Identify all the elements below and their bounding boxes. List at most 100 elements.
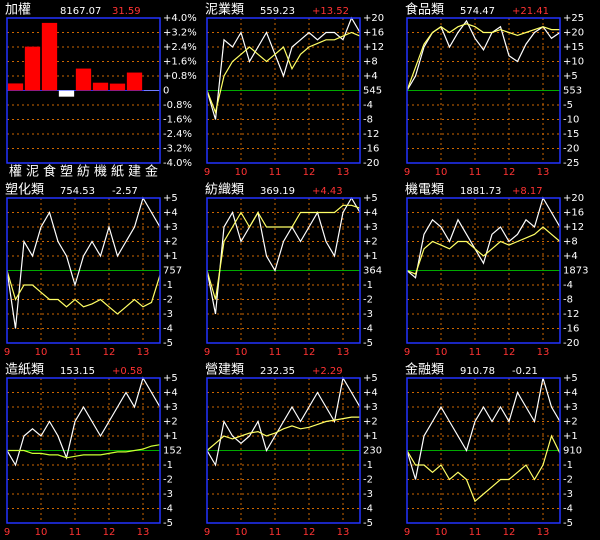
- panel-title: 塑化類: [5, 183, 44, 198]
- y-tick-label: +8: [563, 237, 578, 248]
- x-tick-label: 13: [537, 527, 550, 538]
- y-tick-label: -20: [563, 338, 579, 349]
- x-tick-label: 10: [35, 527, 48, 538]
- y-tick-label: -2: [563, 475, 573, 486]
- y-tick-label: +20: [563, 193, 584, 204]
- x-tick-label: 9: [404, 347, 410, 358]
- panel-title: 營建類: [205, 363, 244, 378]
- x-tick-label: 12: [303, 167, 316, 178]
- plot-frame: [406, 17, 561, 164]
- y-tick-label: -1: [363, 280, 373, 291]
- panel: 加權 8167.07 31.59 +4.0% +3.2% +2.4% +1.6% +0.8% 0…: [5, 3, 197, 180]
- y-tick-label: -2: [163, 475, 173, 486]
- category-label: 紙: [111, 165, 124, 180]
- change: -2.57: [112, 186, 138, 197]
- y-tick-label: +2: [363, 417, 378, 428]
- panel-title: 加權: [5, 3, 31, 18]
- y-tick-label: -5: [563, 100, 573, 111]
- y-tick-label: 364: [363, 266, 382, 277]
- category-label: 機: [94, 165, 107, 180]
- y-tick-label: +5: [363, 193, 378, 204]
- change: 31.59: [112, 6, 141, 17]
- y-tick-label: +2.4%: [163, 42, 197, 53]
- y-tick-label: -1: [563, 460, 573, 471]
- x-tick-label: 13: [137, 527, 150, 538]
- x-tick-label: 12: [103, 527, 116, 538]
- x-tick-label: 12: [303, 347, 316, 358]
- y-tick-label: -3: [363, 309, 373, 320]
- price: 8167.07: [60, 6, 101, 17]
- panel-title: 造紙類: [5, 363, 44, 378]
- panel-title: 金融類: [405, 362, 444, 378]
- y-tick-label: -15: [563, 129, 579, 140]
- x-tick-label: 9: [4, 347, 10, 358]
- x-tick-label: 11: [69, 527, 82, 538]
- y-tick-label: +0.8%: [163, 71, 197, 82]
- y-tick-label: -4: [363, 504, 373, 515]
- y-tick-label: +3: [363, 222, 378, 233]
- x-tick-label: 13: [337, 527, 350, 538]
- y-tick-label: +1.6%: [163, 57, 197, 68]
- change: +21.41: [512, 6, 549, 17]
- y-tick-label: +5: [363, 373, 378, 384]
- bar: [126, 72, 143, 91]
- y-tick-label: -20: [363, 158, 379, 169]
- y-tick-label: +2: [563, 417, 578, 428]
- y-tick-label: 152: [163, 446, 182, 457]
- y-tick-label: -5: [563, 518, 573, 529]
- y-tick-label: -4: [163, 324, 173, 335]
- y-tick-label: 757: [163, 266, 182, 277]
- x-tick-label: 9: [204, 167, 210, 178]
- panel: 機電類 1881.73 +8.17 +20 +16 +12 +8 +4 1873 -4 -8 -12 -…: [404, 183, 589, 359]
- y-tick-label: +20: [563, 28, 584, 39]
- price: 153.15: [60, 366, 95, 377]
- y-tick-label: -1: [163, 460, 173, 471]
- y-tick-label: 553: [563, 86, 582, 97]
- y-tick-label: 910: [563, 446, 582, 457]
- y-tick-label: +1: [163, 431, 178, 442]
- change: -0.21: [512, 366, 538, 377]
- y-tick-label: +4: [563, 251, 578, 262]
- category-label: 塑: [60, 165, 73, 180]
- x-tick-label: 12: [503, 167, 516, 178]
- y-tick-label: -12: [363, 129, 379, 140]
- x-tick-label: 12: [303, 527, 316, 538]
- panel: 營建類 232.35 +2.29 +5 +4 +3 +2 +1 230 -1 -2 -3 -4 -5 9 10…: [204, 363, 382, 539]
- x-tick-label: 9: [404, 527, 410, 538]
- y-tick-label: +1: [363, 251, 378, 262]
- y-tick-label: -5: [363, 518, 373, 529]
- x-tick-label: 10: [235, 167, 248, 178]
- price: 574.47: [460, 6, 495, 17]
- x-tick-label: 10: [435, 167, 448, 178]
- y-tick-label: -2: [163, 295, 173, 306]
- y-tick-label: -10: [563, 115, 579, 126]
- y-tick-label: -4: [563, 504, 573, 515]
- y-tick-label: -3: [363, 489, 373, 500]
- y-tick-label: +25: [563, 13, 584, 24]
- y-tick-label: +12: [563, 222, 584, 233]
- price: 559.23: [260, 6, 295, 17]
- price-line: [6, 270, 161, 315]
- price: 910.78: [460, 366, 495, 377]
- plot-frame: [406, 377, 561, 524]
- x-tick-label: 10: [235, 527, 248, 538]
- price-line: [206, 31, 361, 115]
- change: +4.43: [312, 186, 343, 197]
- y-tick-label: -2.4%: [163, 129, 192, 140]
- bar: [24, 46, 41, 91]
- change: +13.52: [312, 6, 349, 17]
- y-tick-label: +4: [363, 208, 378, 219]
- y-tick-label: -3.2%: [163, 144, 192, 155]
- y-tick-label: +16: [563, 208, 584, 219]
- y-tick-label: +15: [563, 42, 584, 53]
- y-tick-label: 545: [363, 86, 382, 97]
- y-tick-label: +3: [563, 402, 578, 413]
- y-tick-label: +3: [363, 402, 378, 413]
- y-tick-label: +8: [363, 57, 378, 68]
- x-tick-label: 9: [4, 527, 10, 538]
- x-tick-label: 11: [469, 527, 482, 538]
- bar: [75, 68, 92, 91]
- x-tick-label: 11: [69, 347, 82, 358]
- y-tick-label: -4: [163, 504, 173, 515]
- y-tick-label: -16: [563, 324, 579, 335]
